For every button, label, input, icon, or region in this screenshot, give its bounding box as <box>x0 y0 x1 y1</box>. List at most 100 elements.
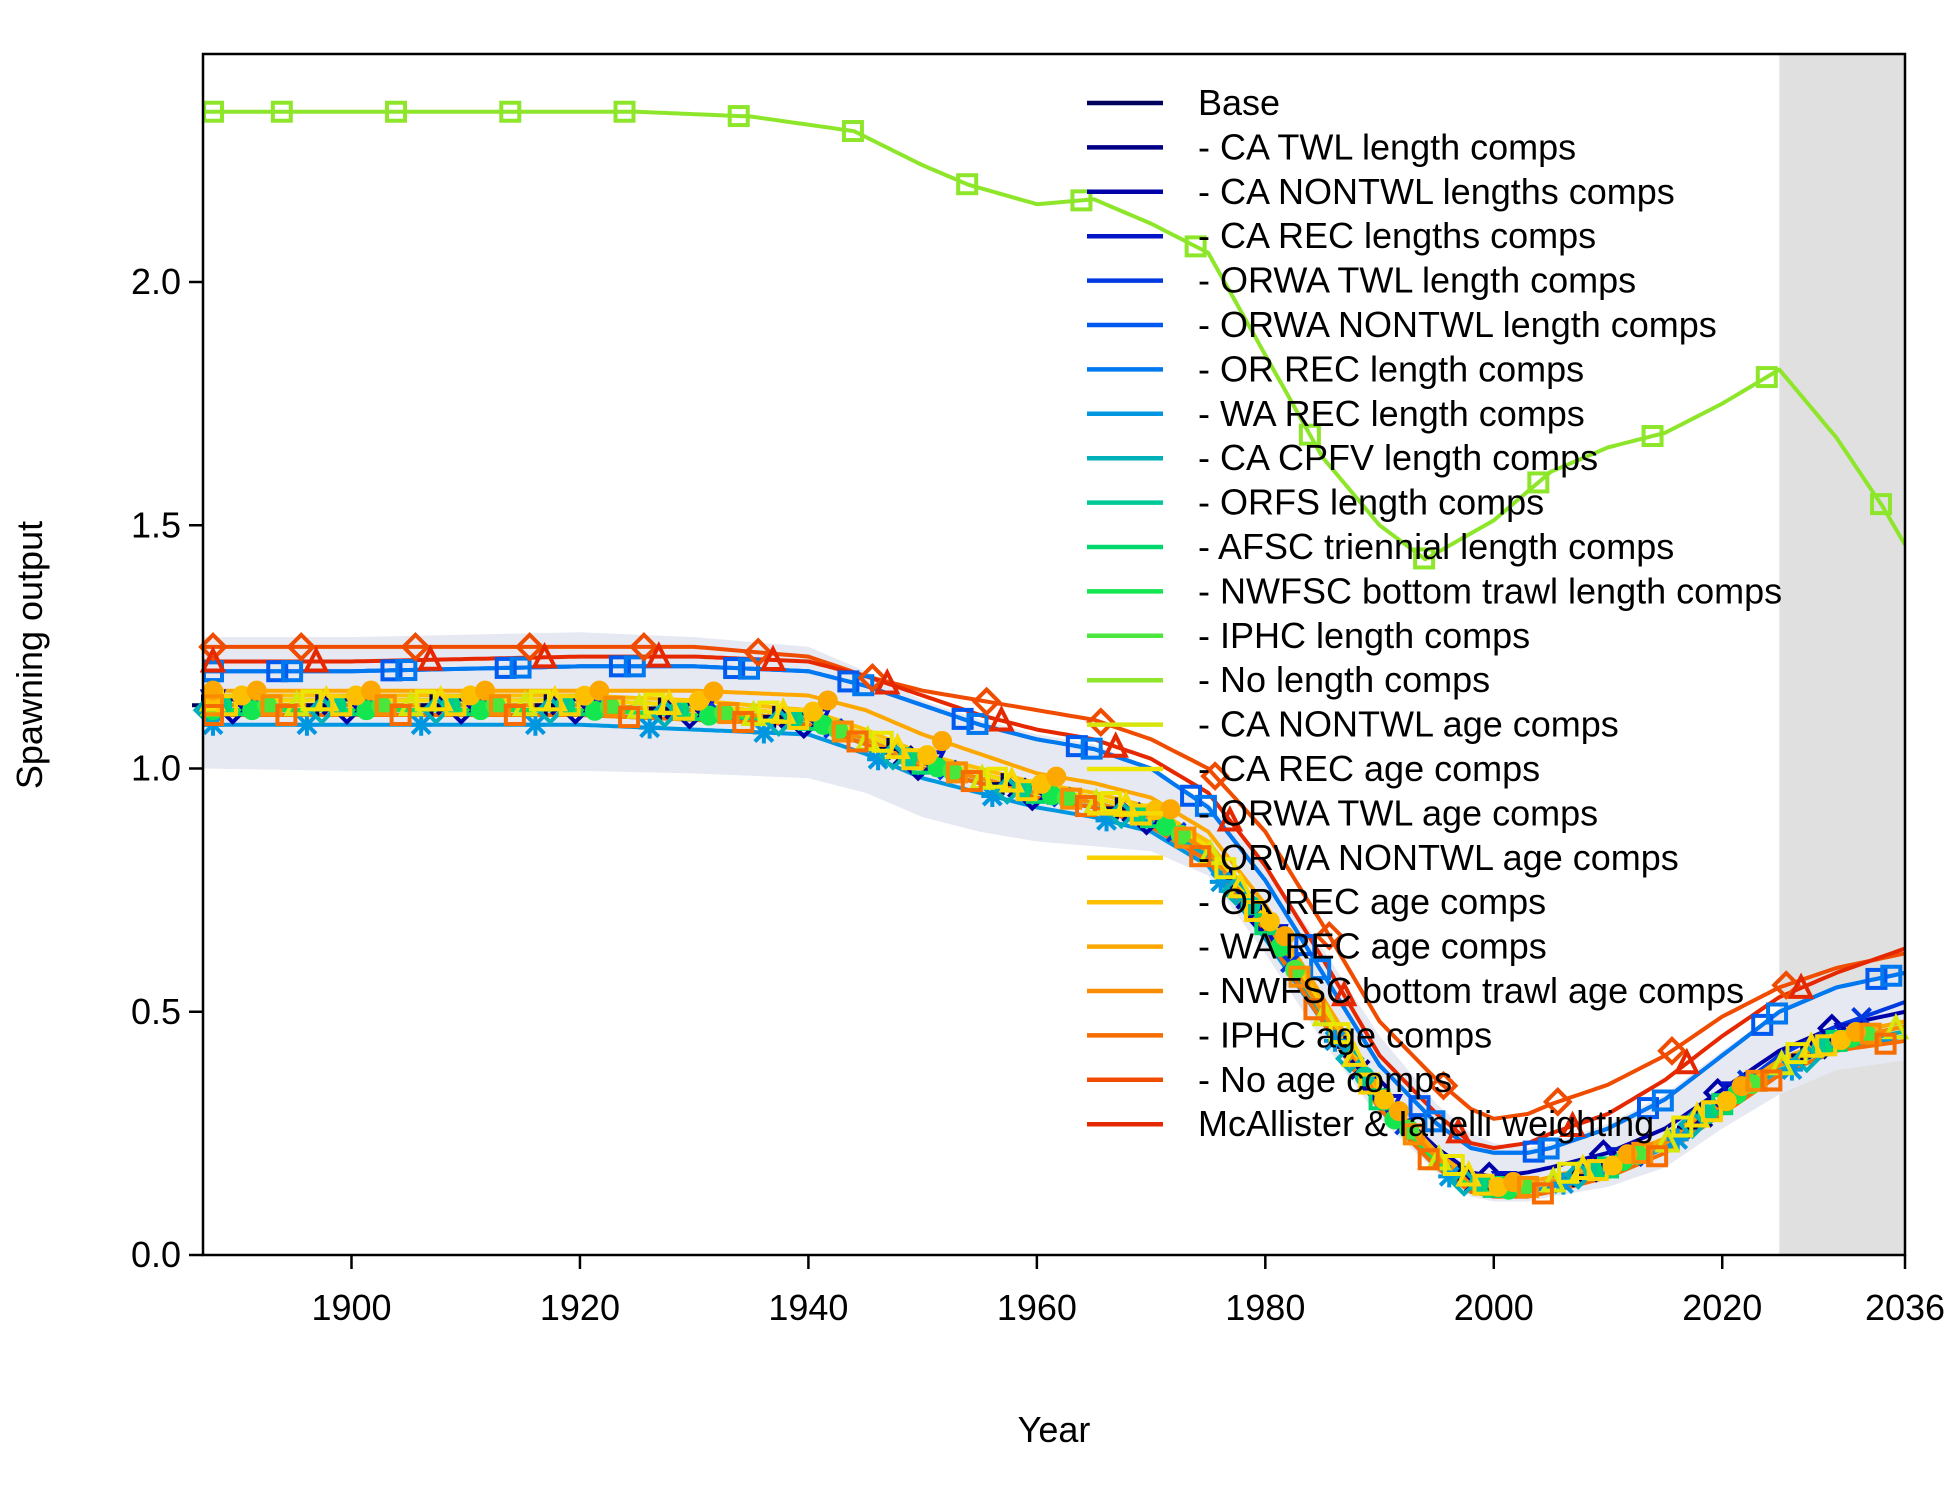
data-point <box>1700 1100 1723 1123</box>
x-tick-label: 1980 <box>1225 1287 1305 1328</box>
legend-label: - OR REC age comps <box>1198 881 1546 922</box>
data-point <box>1046 766 1067 787</box>
legend-label: Base <box>1198 82 1280 123</box>
data-point <box>558 694 581 717</box>
data-point <box>389 703 412 726</box>
data-point <box>932 731 953 752</box>
data-point <box>1194 794 1217 817</box>
data-point <box>1184 235 1207 258</box>
legend-label: - AFSC triennial length comps <box>1198 526 1674 567</box>
data-point <box>1870 493 1893 516</box>
y-tick-label: 0.5 <box>131 991 181 1032</box>
data-point <box>417 644 444 671</box>
data-point <box>385 100 408 123</box>
legend-label: - No age comps <box>1198 1059 1452 1100</box>
y-axis-label: Spawning output <box>9 521 50 789</box>
data-point <box>1311 999 1338 1027</box>
y-tick-label: 2.0 <box>131 261 181 302</box>
data-point <box>1880 964 1903 987</box>
data-point <box>1771 970 1802 1000</box>
data-point <box>1298 423 1321 446</box>
data-point <box>1522 1140 1545 1163</box>
data-point <box>960 770 983 793</box>
data-point <box>1102 731 1129 758</box>
legend-label: - No length comps <box>1198 659 1490 700</box>
data-point <box>1785 1042 1808 1065</box>
data-point <box>1651 1089 1674 1112</box>
data-point <box>884 732 911 760</box>
legend-label: - CA REC lengths comps <box>1198 215 1596 256</box>
legend-label: - WA REC age comps <box>1198 926 1547 967</box>
data-point <box>1517 1175 1540 1198</box>
data-point <box>1341 1040 1368 1067</box>
data-point <box>723 657 746 680</box>
data-point <box>645 641 673 668</box>
data-point <box>1673 1047 1701 1075</box>
data-point <box>1602 1155 1623 1176</box>
data-point <box>802 701 823 722</box>
legend-label: - CA REC age comps <box>1198 748 1540 789</box>
data-point <box>1531 1182 1554 1205</box>
series-line-24 <box>203 654 1905 1150</box>
data-point <box>1244 900 1267 923</box>
data-point <box>400 632 431 662</box>
data-point <box>499 100 522 123</box>
data-point <box>985 766 1008 789</box>
data-point <box>1200 761 1230 791</box>
data-point <box>1745 1069 1768 1092</box>
data-point <box>857 662 888 693</box>
data-point <box>524 713 547 736</box>
data-point <box>951 707 974 730</box>
data-point <box>1428 1070 1459 1101</box>
legend-label: - ORWA NONTWL age comps <box>1198 837 1679 878</box>
data-point <box>608 655 631 678</box>
legend-label: McAllister & Ianelli weighting <box>1198 1103 1654 1144</box>
data-point <box>509 656 532 679</box>
series-line-7 <box>203 664 1905 1155</box>
data-point <box>1442 1153 1465 1176</box>
x-tick-label: 2036 <box>1865 1287 1945 1328</box>
data-point <box>1328 1022 1351 1045</box>
data-point <box>1216 805 1244 832</box>
data-point <box>1542 1087 1573 1117</box>
legend-label: - CA NONTWL age comps <box>1198 704 1619 745</box>
data-point <box>1537 1137 1560 1160</box>
data-point <box>266 660 289 683</box>
data-point <box>1314 921 1345 951</box>
data-point <box>199 645 227 673</box>
series-line-14 <box>203 109 1905 562</box>
data-point <box>1408 1095 1431 1118</box>
data-point <box>1417 1148 1440 1171</box>
data-point <box>1070 189 1093 212</box>
data-point <box>1309 958 1332 981</box>
series-markers-23 <box>198 632 1802 1117</box>
legend-label: - IPHC age comps <box>1198 1014 1492 1055</box>
legend-label: - NWFSC bottom trawl length comps <box>1198 570 1782 611</box>
x-axis: 1900 1920 1940 1960 1980 2000 2020 2036 <box>311 1255 1945 1328</box>
data-point <box>1423 1110 1446 1133</box>
data-point <box>1438 1165 1461 1188</box>
data-point <box>1646 1145 1669 1168</box>
data-point <box>1303 998 1326 1021</box>
data-point <box>688 690 709 711</box>
data-point <box>1358 1072 1381 1095</box>
series-markers-22 <box>202 703 1897 1205</box>
data-point <box>275 703 298 726</box>
legend: Base- CA TWL length comps- CA NONTWL len… <box>1087 82 1782 1144</box>
legend-label: - CA TWL length comps <box>1198 126 1576 167</box>
x-tick-label: 1940 <box>768 1287 848 1328</box>
data-point <box>589 680 610 701</box>
y-tick-label: 0.0 <box>131 1234 181 1275</box>
data-point <box>871 730 894 753</box>
data-point <box>1160 799 1181 820</box>
data-point <box>1074 795 1097 818</box>
y-axis: 0.0 0.5 1.0 1.5 2.0 <box>131 261 203 1275</box>
data-point <box>1766 1002 1789 1025</box>
data-point <box>956 173 979 196</box>
data-point <box>732 710 755 733</box>
x-tick-label: 2020 <box>1682 1287 1762 1328</box>
data-point <box>295 713 318 736</box>
data-point <box>1288 965 1311 988</box>
data-point <box>380 659 403 682</box>
